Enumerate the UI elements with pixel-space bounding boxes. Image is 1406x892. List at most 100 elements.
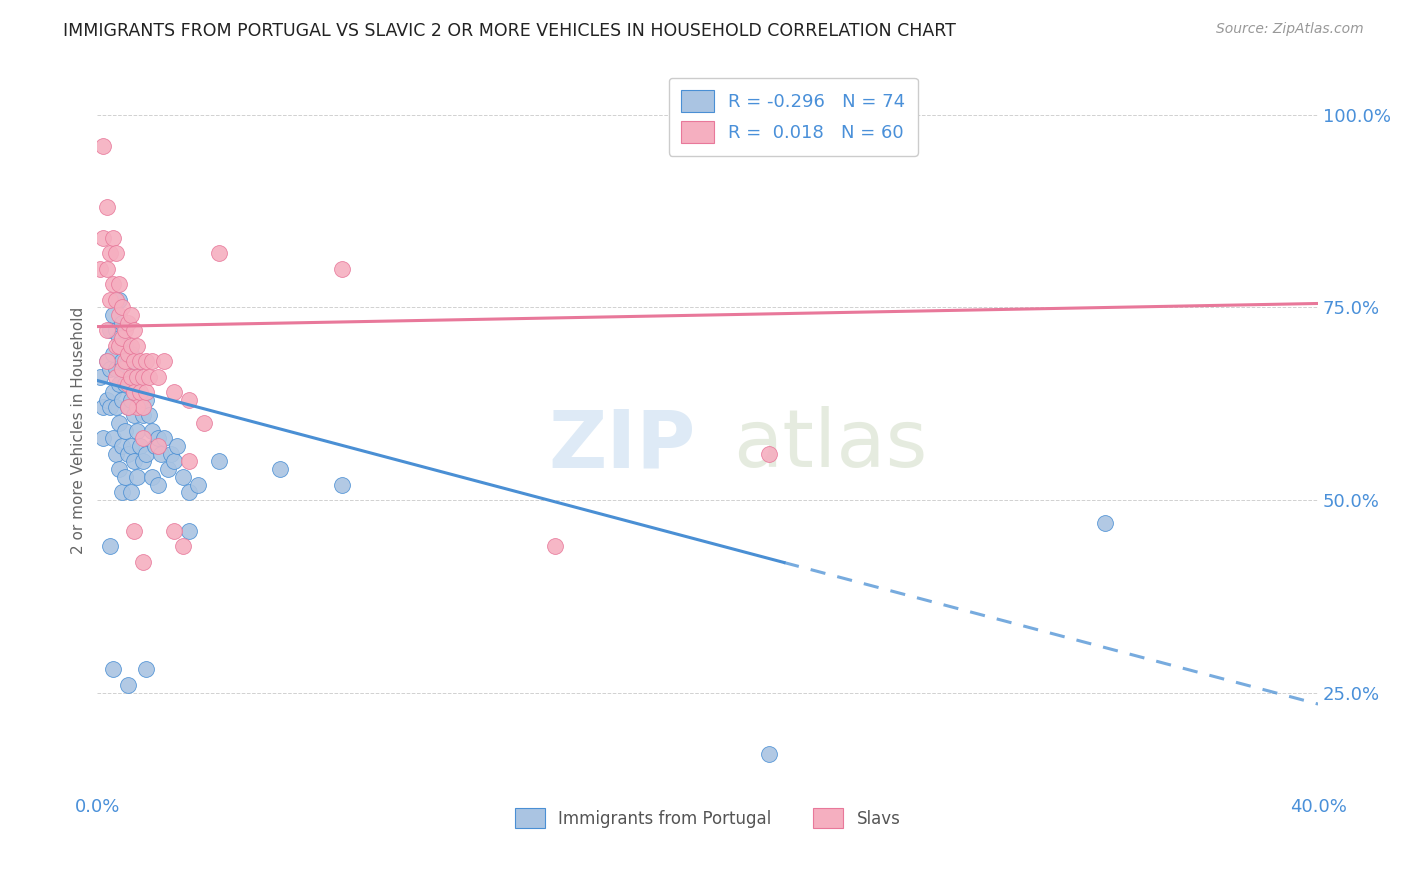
Point xyxy=(150,447,173,461)
Point xyxy=(107,308,129,322)
Point xyxy=(135,354,157,368)
Point xyxy=(96,354,118,368)
Point xyxy=(208,246,231,260)
Point xyxy=(104,362,127,376)
Point xyxy=(120,439,142,453)
Point xyxy=(107,462,129,476)
Point xyxy=(208,454,231,468)
Point xyxy=(117,316,139,330)
Point xyxy=(129,439,152,453)
Point xyxy=(93,138,115,153)
Point xyxy=(114,424,136,438)
Point xyxy=(89,261,111,276)
Point xyxy=(187,477,209,491)
Point xyxy=(96,200,118,214)
Point xyxy=(129,392,152,407)
Point xyxy=(122,362,145,376)
Point xyxy=(98,401,121,415)
Point xyxy=(111,301,134,315)
Point xyxy=(93,231,115,245)
Point xyxy=(138,369,160,384)
Point xyxy=(104,293,127,307)
Point xyxy=(114,377,136,392)
Point xyxy=(114,470,136,484)
Point xyxy=(111,392,134,407)
Y-axis label: 2 or more Vehicles in Household: 2 or more Vehicles in Household xyxy=(72,307,86,554)
Point xyxy=(330,477,353,491)
Point xyxy=(117,678,139,692)
Point xyxy=(111,362,134,376)
Point xyxy=(132,369,155,384)
Point xyxy=(177,454,200,468)
Point xyxy=(122,408,145,422)
Point xyxy=(120,392,142,407)
Point xyxy=(143,439,166,453)
Point xyxy=(98,293,121,307)
Point xyxy=(104,323,127,337)
Point xyxy=(111,331,134,345)
Point xyxy=(107,416,129,430)
Point xyxy=(758,447,780,461)
Point xyxy=(101,385,124,400)
Point xyxy=(125,369,148,384)
Text: ZIP: ZIP xyxy=(548,406,696,484)
Point xyxy=(98,362,121,376)
Point xyxy=(117,346,139,360)
Point xyxy=(107,339,129,353)
Point xyxy=(89,369,111,384)
Point xyxy=(125,470,148,484)
Point xyxy=(96,354,118,368)
Point xyxy=(120,339,142,353)
Point xyxy=(132,431,155,445)
Point xyxy=(98,539,121,553)
Point xyxy=(758,747,780,761)
Point xyxy=(330,261,353,276)
Point xyxy=(120,485,142,500)
Point xyxy=(122,524,145,538)
Point xyxy=(104,339,127,353)
Point xyxy=(101,346,124,360)
Point xyxy=(117,401,139,415)
Point xyxy=(135,385,157,400)
Point xyxy=(193,416,215,430)
Point xyxy=(125,401,148,415)
Point xyxy=(177,485,200,500)
Point xyxy=(120,369,142,384)
Point xyxy=(141,354,163,368)
Point xyxy=(117,401,139,415)
Point xyxy=(166,439,188,453)
Point xyxy=(117,354,139,368)
Point xyxy=(111,439,134,453)
Point xyxy=(159,447,181,461)
Point xyxy=(148,477,170,491)
Point xyxy=(96,392,118,407)
Point xyxy=(153,354,176,368)
Point xyxy=(107,293,129,307)
Point xyxy=(101,231,124,245)
Point xyxy=(111,316,134,330)
Point xyxy=(120,346,142,360)
Point xyxy=(122,354,145,368)
Point xyxy=(117,377,139,392)
Point xyxy=(93,431,115,445)
Point xyxy=(98,246,121,260)
Point xyxy=(114,339,136,353)
Point xyxy=(153,431,176,445)
Point xyxy=(120,308,142,322)
Legend: Immigrants from Portugal, Slavs: Immigrants from Portugal, Slavs xyxy=(509,801,907,835)
Point xyxy=(122,385,145,400)
Point xyxy=(104,369,127,384)
Point xyxy=(107,377,129,392)
Point xyxy=(132,401,155,415)
Point xyxy=(101,431,124,445)
Point xyxy=(135,392,157,407)
Point xyxy=(177,392,200,407)
Point xyxy=(132,555,155,569)
Point xyxy=(98,323,121,337)
Point xyxy=(163,385,186,400)
Point xyxy=(125,339,148,353)
Point xyxy=(132,454,155,468)
Point xyxy=(156,462,179,476)
Point xyxy=(104,401,127,415)
Point xyxy=(125,377,148,392)
